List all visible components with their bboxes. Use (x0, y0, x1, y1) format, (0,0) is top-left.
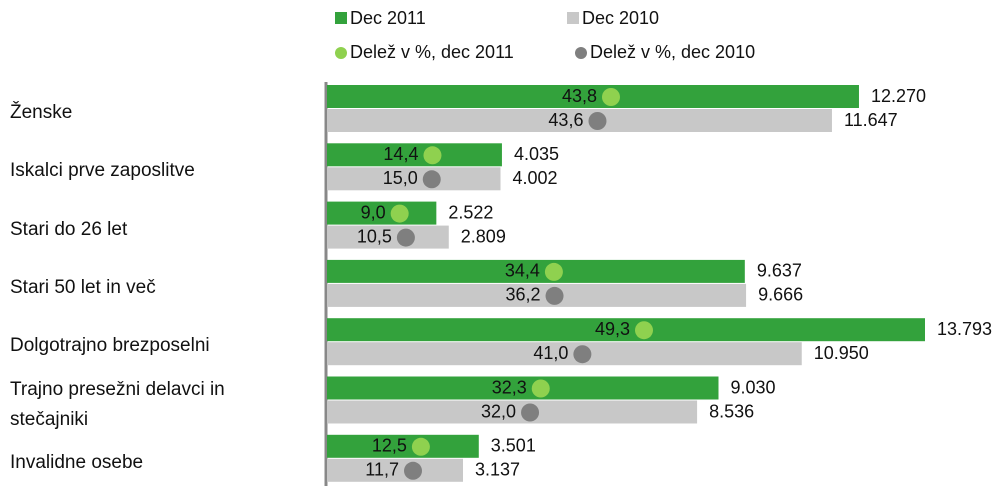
share-label: 11,7 (365, 460, 399, 480)
share-dot (423, 146, 442, 165)
bar (327, 109, 832, 132)
category-text: Dolgotrajno brezposelni (10, 335, 210, 357)
share-dot (422, 170, 441, 189)
category-text: Invalidne osebe (10, 451, 144, 473)
category-label: Dolgotrajno brezposelni (10, 335, 210, 357)
share-label: 12,5 (372, 436, 407, 456)
value-label: 9.666 (758, 285, 803, 305)
share-label: 32,3 (492, 377, 527, 397)
category-label: Invalidne osebe (10, 451, 144, 473)
bar (327, 225, 449, 249)
share-dot (601, 88, 620, 106)
category-text: Trajno presežni delavci in stečajniki (10, 378, 225, 430)
share-dot (545, 286, 564, 305)
legend-label: Dec 2010 (582, 8, 659, 28)
bar (327, 376, 719, 400)
share-dot (544, 262, 563, 281)
bar (327, 259, 745, 283)
bar (327, 400, 698, 424)
category-label: Trajno presežni delavci in stečajniki (10, 378, 225, 430)
category-label: Stari do 26 let (10, 218, 128, 240)
value-label: 9.030 (730, 377, 775, 397)
bar (327, 283, 747, 307)
share-label: 41,0 (533, 343, 568, 363)
value-label: 2.522 (448, 202, 493, 222)
share-dot (635, 321, 653, 340)
value-label: 10.950 (814, 343, 869, 363)
value-label: 12.270 (871, 86, 926, 106)
share-label: 34,4 (505, 261, 540, 281)
share-dot (531, 379, 550, 398)
share-label: 32,0 (481, 401, 516, 421)
share-dot (588, 112, 607, 130)
share-label: 49,3 (595, 319, 630, 339)
share-label: 15,0 (383, 168, 418, 188)
bar (327, 201, 437, 225)
value-label: 9.637 (757, 261, 802, 281)
share-dot (396, 228, 415, 247)
legend-dot (575, 47, 587, 59)
category-label: Stari 50 let in več (10, 276, 156, 298)
category-text: Ženske (10, 102, 73, 123)
share-dot (573, 345, 592, 364)
share-dot (404, 461, 423, 480)
value-label: 4.002 (513, 168, 558, 188)
share-label: 36,2 (505, 285, 540, 305)
legend-label: Delež v %, dec 2010 (590, 42, 755, 62)
legend-dot (335, 47, 347, 59)
value-label: 3.137 (475, 460, 520, 480)
bar (327, 143, 502, 167)
bar (327, 85, 859, 108)
value-label: 13.793 (937, 319, 992, 339)
legend-label: Dec 2011 (350, 8, 426, 28)
share-dot (411, 437, 430, 456)
value-label: 11.647 (844, 110, 898, 130)
legend-label: Delež v %, dec 2011 (350, 42, 514, 62)
bar (327, 167, 501, 191)
share-label: 43,8 (562, 86, 597, 106)
value-label: 3.501 (491, 436, 536, 456)
category-text: Stari 50 let in več (10, 276, 156, 298)
share-label: 9,0 (361, 202, 386, 222)
value-label: 8.536 (709, 401, 754, 421)
category-label: Iskalci prve zaposlitve (10, 160, 195, 182)
bar (327, 318, 925, 342)
bar (327, 458, 464, 482)
legend-swatch (335, 12, 347, 24)
value-label: 4.035 (514, 144, 559, 164)
bar (327, 342, 802, 366)
share-label: 10,5 (357, 226, 392, 246)
share-label: 43,6 (548, 110, 583, 130)
share-dot (390, 204, 409, 223)
category-text: Iskalci prve zaposlitve (10, 160, 195, 182)
category-text: Stari do 26 let (10, 218, 128, 240)
share-label: 14,4 (383, 144, 418, 164)
share-dot (521, 403, 540, 422)
value-label: 2.809 (461, 226, 506, 246)
legend-swatch (567, 12, 579, 24)
category-label: Ženske (10, 102, 73, 123)
bar (327, 434, 479, 458)
